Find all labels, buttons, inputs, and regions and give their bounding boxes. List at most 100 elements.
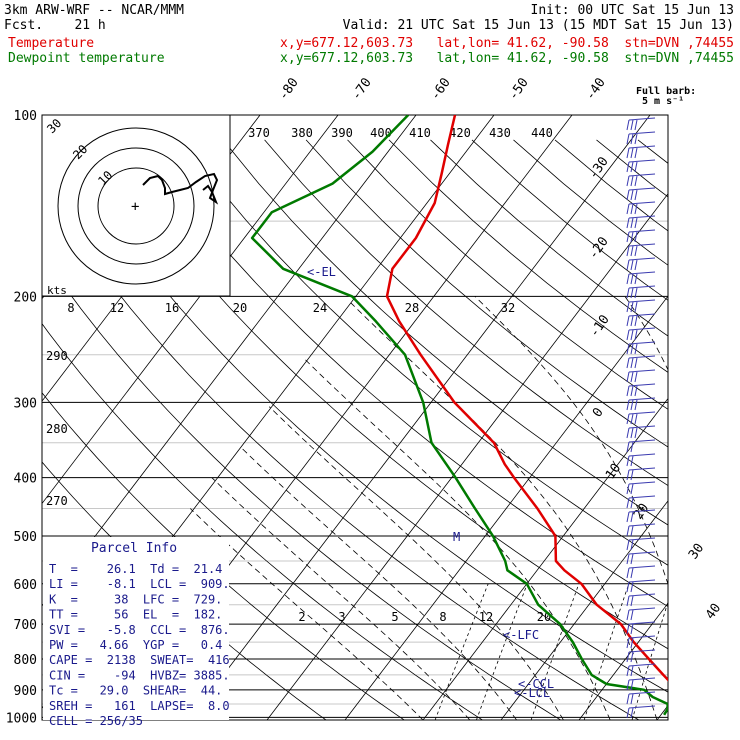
wind-barb-feather [626,245,630,257]
wind-barb [626,327,656,341]
wind-barb-feather [634,161,638,173]
speed-label-24: 24 [313,301,327,315]
hodograph-trace [142,172,219,205]
wind-barb-staff [628,663,656,667]
dewpoint-legend: Dewpoint temperature [8,51,165,66]
isotherm-10 [578,602,668,720]
wind-barb-staff [628,383,656,387]
theta-label-290: 290 [46,349,68,363]
parcel-row: SVI = -5.8 CCL = 876. [49,623,230,637]
parcel-row: PW = 4.66 YGP = 0.4 [49,638,222,652]
wind-barb-feather [630,581,634,593]
mixing-ratio-line-8 [583,583,630,720]
wind-barb [626,523,656,537]
speed-label-28: 28 [405,301,419,315]
wind-barb-feather [626,343,630,355]
wind-barb-staff [628,201,656,205]
wind-barb-feather [626,287,630,299]
pressure-label-500: 500 [14,530,37,545]
wind-barb-feather [634,273,638,285]
wind-barb [626,691,656,705]
isotherm--70 [42,115,417,607]
wind-barb-feather [630,511,634,523]
isotherm-label--20: -20 [586,234,612,262]
wind-barb-feather [630,399,634,411]
wind-barb-feather [626,385,630,397]
wind-barb-staff [628,537,656,541]
parcel-row: SREH = 161 LAPSE= 8.0 [49,699,230,713]
wind-barb-feather [630,567,634,579]
wind-barb-feather [630,287,634,299]
wind-barb-feather [630,175,634,187]
moist-adiabat-26 [474,296,668,586]
wind-barb-feather [630,203,634,215]
wind-barb-staff [628,187,656,191]
wind-barb-staff [628,523,656,527]
mixing-ratio-line-2 [434,583,489,720]
grid-lines [42,115,668,720]
hodograph-ring-0 [97,167,175,245]
dry-adiabat-370 [347,139,668,410]
wind-barb-feather [626,567,630,579]
dry-adiabat-340 [222,139,668,526]
theta-label-270: 270 [46,494,68,508]
wind-barb [626,313,656,327]
dry-adiabat-350 [264,139,668,487]
temperature-legend: Temperature [8,36,95,51]
wind-barb-feather [626,133,630,145]
wind-barb [626,537,656,551]
barb-legend-title: Full barb: [636,86,696,97]
model-title: 3km ARW-WRF -- NCAR/MMM [4,3,185,18]
mixing-ratio-label-20: 20 [537,610,551,624]
mixing-ratio-line-3 [476,583,528,720]
wind-barb [626,187,656,201]
parcel-row: K = 38 LFC = 729. [49,592,222,606]
wind-barb-staff [628,705,656,709]
wind-barb-staff [628,607,656,611]
wind-barb [626,117,656,131]
sounding-curves [250,115,668,716]
parcel-row: CIN = -94 HVBZ= 3885. [49,668,230,682]
wind-barb-feather [634,245,638,257]
mixing-ratio-label-2: 2 [298,610,305,624]
theta-label-280: 280 [46,422,68,436]
wind-barb-feather [626,119,630,131]
wind-barb-feather [626,161,630,173]
wind-barb-feather [630,147,634,159]
wind-barb-feather [626,525,630,537]
mixing-ratio-line-5 [530,583,580,720]
wind-barb-staff [628,649,656,653]
theta-e-label-370: 370 [248,126,270,140]
wind-barb-staff [628,327,656,331]
pressure-label-1000: 1000 [6,711,37,726]
wind-barb-feather [630,301,634,313]
isotherm-label-20: 20 [631,501,652,522]
wind-barb-staff [628,593,656,597]
wind-barb-feather [634,133,638,145]
wind-barb-feather [626,273,630,285]
pressure-label-400: 400 [14,472,37,487]
wind-barb-feather [626,497,630,509]
wind-barb-feather [626,427,630,439]
wind-barb-feather [630,483,634,495]
isotherm--30 [266,193,668,720]
init-time: Init: 00 UTC Sat 15 Jun 13 [530,3,735,18]
wind-barb-staff [628,271,656,275]
wind-barb [626,481,656,495]
moist-adiabat--4 [211,477,471,720]
isotherm-label--40: -40 [583,75,609,103]
wind-barb-staff [628,285,656,289]
theta-e-label-430: 430 [489,126,511,140]
wind-barb-feather [626,469,630,481]
wind-barb [626,159,656,173]
hodograph-frame [41,114,231,297]
isotherm-label-10: 10 [603,461,624,482]
wind-barb [626,383,656,397]
wind-barb [626,369,656,383]
wind-barb-feather [626,581,630,593]
wind-barb [626,635,656,649]
dry-adiabat-270 [42,323,484,720]
wind-barb-feather [626,511,630,523]
wind-barb-feather [630,427,634,439]
wind-barb-feather [626,399,630,411]
